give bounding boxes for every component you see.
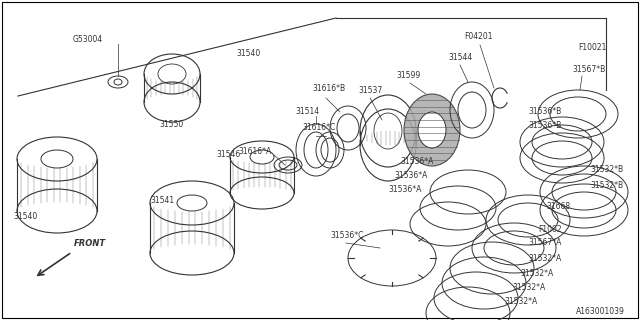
Text: 31540: 31540 [13, 212, 37, 221]
Text: 31536*A: 31536*A [394, 171, 428, 180]
Text: 31668: 31668 [546, 202, 570, 211]
Text: A163001039: A163001039 [576, 307, 625, 316]
Text: 31532*B: 31532*B [590, 181, 623, 190]
Text: F04201: F04201 [464, 32, 493, 41]
Text: 31532*A: 31532*A [512, 283, 545, 292]
Text: 31541: 31541 [150, 196, 174, 205]
Text: 31567*B: 31567*B [572, 65, 605, 74]
Ellipse shape [404, 94, 460, 166]
Text: 31546: 31546 [216, 150, 240, 159]
Text: F1002: F1002 [538, 225, 562, 234]
Text: 31536*B: 31536*B [528, 121, 561, 130]
Text: 31544: 31544 [448, 53, 472, 62]
Text: 31532*B: 31532*B [590, 165, 623, 174]
Text: 31532*A: 31532*A [528, 254, 561, 263]
Text: 31532*A: 31532*A [520, 269, 553, 278]
Text: 31537: 31537 [358, 86, 382, 95]
Text: G53004: G53004 [73, 35, 103, 44]
Text: 31514: 31514 [295, 107, 319, 116]
Text: 31599: 31599 [396, 71, 420, 80]
Text: 31536*A: 31536*A [400, 157, 433, 166]
Text: 31532*A: 31532*A [504, 297, 537, 306]
Text: 31540: 31540 [236, 49, 260, 58]
Ellipse shape [418, 112, 446, 148]
Text: F10021: F10021 [578, 43, 606, 52]
Text: 31616*C: 31616*C [302, 123, 335, 132]
Text: FRONT: FRONT [74, 239, 106, 248]
Text: 31567*A: 31567*A [528, 238, 561, 247]
Text: 31616*A: 31616*A [238, 148, 271, 156]
Text: 31550: 31550 [160, 120, 184, 129]
Text: 31536*A: 31536*A [388, 185, 421, 194]
Text: 31536*C: 31536*C [330, 231, 364, 240]
Text: 31536*B: 31536*B [528, 107, 561, 116]
Text: 31616*B: 31616*B [312, 84, 345, 93]
